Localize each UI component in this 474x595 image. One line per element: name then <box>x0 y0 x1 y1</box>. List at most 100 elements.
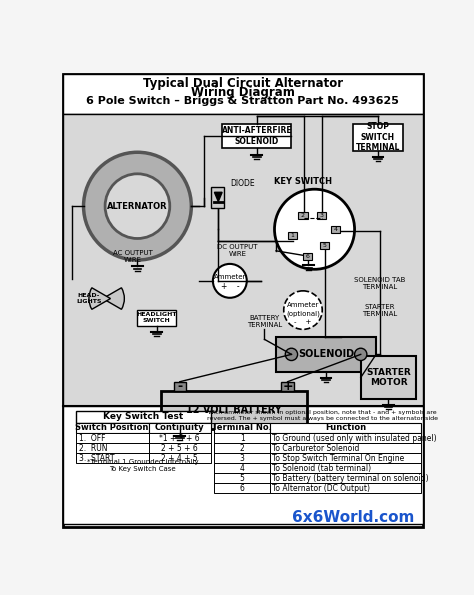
Bar <box>210 187 225 208</box>
Text: 6: 6 <box>240 484 245 493</box>
Bar <box>298 212 308 219</box>
Text: With ammeter shown in optional position, note that - and + symbols are: With ammeter shown in optional position,… <box>208 410 437 415</box>
Bar <box>76 433 149 443</box>
Text: To Stop Switch Terminal On Engine: To Stop Switch Terminal On Engine <box>272 454 404 463</box>
Text: 4: 4 <box>333 227 337 232</box>
Text: 12 VOLT BATTERY: 12 VOLT BATTERY <box>186 405 282 415</box>
Bar <box>149 453 210 464</box>
Bar <box>214 453 270 464</box>
Text: Switch Position: Switch Position <box>75 424 149 433</box>
Wedge shape <box>89 288 110 309</box>
Text: ANTI-AFTERFIRE
SOLENOID: ANTI-AFTERFIRE SOLENOID <box>221 126 292 146</box>
Wedge shape <box>103 288 124 309</box>
Polygon shape <box>214 192 222 202</box>
Bar <box>214 464 270 474</box>
Bar <box>270 443 421 453</box>
Text: *Terminal 1 Grounded Internally
To Key Switch Case: *Terminal 1 Grounded Internally To Key S… <box>87 459 199 472</box>
Text: 3: 3 <box>319 213 323 218</box>
Text: *1 + 3 + 6: *1 + 3 + 6 <box>159 434 200 443</box>
Circle shape <box>83 152 191 260</box>
Circle shape <box>285 348 298 361</box>
Text: -    +: - + <box>294 319 312 325</box>
Text: (optional): (optional) <box>286 311 320 317</box>
Text: Key Switch Test: Key Switch Test <box>103 412 183 421</box>
Text: Function: Function <box>325 424 366 433</box>
Text: STARTER
MOTOR: STARTER MOTOR <box>366 368 411 387</box>
Bar <box>317 212 326 219</box>
Bar <box>270 433 421 443</box>
Text: 3: 3 <box>240 454 245 463</box>
Text: 2 + 4 + 5: 2 + 4 + 5 <box>162 454 198 463</box>
Text: 2 + 5 + 6: 2 + 5 + 6 <box>162 444 198 453</box>
Text: Ammeter: Ammeter <box>214 274 246 280</box>
Bar <box>282 382 294 391</box>
Text: 2: 2 <box>301 213 305 218</box>
Bar <box>288 232 297 239</box>
Text: Terminal No.: Terminal No. <box>212 424 272 433</box>
Bar <box>214 443 270 453</box>
Text: AC OUTPUT
WIRE: AC OUTPUT WIRE <box>113 250 153 263</box>
Bar <box>320 242 329 249</box>
Text: Wiring Diagram: Wiring Diagram <box>191 86 295 99</box>
Text: 1.  OFF: 1. OFF <box>79 434 105 443</box>
Text: 3.  START: 3. START <box>79 454 114 463</box>
Text: 1: 1 <box>290 233 294 238</box>
Text: DIODE: DIODE <box>230 178 255 187</box>
Text: Typical Dual Circuit Alternator: Typical Dual Circuit Alternator <box>143 77 343 90</box>
Bar <box>76 422 149 433</box>
Text: To Ground (used only with insulated panel): To Ground (used only with insulated pane… <box>272 434 437 443</box>
Bar <box>149 422 210 433</box>
Bar <box>331 226 340 233</box>
Text: 6: 6 <box>306 254 310 259</box>
Text: Continuity: Continuity <box>155 424 205 433</box>
Text: STOP
SWITCH
TERMINAL: STOP SWITCH TERMINAL <box>356 123 400 152</box>
Bar <box>270 464 421 474</box>
Circle shape <box>284 291 322 330</box>
Bar <box>214 483 270 493</box>
Text: To Alternator (DC Output): To Alternator (DC Output) <box>272 484 370 493</box>
Circle shape <box>105 174 170 239</box>
Text: 2.  RUN: 2. RUN <box>79 444 108 453</box>
Text: 6 Pole Switch – Briggs & Stratton Part No. 493625: 6 Pole Switch – Briggs & Stratton Part N… <box>86 96 400 107</box>
Bar <box>161 391 307 430</box>
Bar <box>214 433 270 443</box>
Text: ALTERNATOR: ALTERNATOR <box>107 202 168 211</box>
Circle shape <box>213 264 247 298</box>
Bar <box>63 406 423 524</box>
Text: 5: 5 <box>323 243 327 248</box>
Bar <box>137 310 176 325</box>
Text: STARTER
TERMINAL: STARTER TERMINAL <box>362 303 398 317</box>
Bar <box>173 382 186 391</box>
Text: To Solenoid (tab terminal): To Solenoid (tab terminal) <box>272 464 371 473</box>
Circle shape <box>274 189 355 270</box>
Bar <box>149 433 210 443</box>
Text: SOLENOID TAB
TERMINAL: SOLENOID TAB TERMINAL <box>354 277 406 290</box>
Bar <box>76 443 149 453</box>
Bar <box>149 443 210 453</box>
Bar <box>270 453 421 464</box>
Bar <box>270 483 421 493</box>
Bar <box>270 474 421 483</box>
Text: BATTERY
TERMINAL: BATTERY TERMINAL <box>247 315 282 328</box>
Bar <box>76 411 210 422</box>
Text: 5: 5 <box>240 474 245 483</box>
Bar <box>303 253 312 260</box>
Text: 2: 2 <box>240 444 245 453</box>
Bar <box>353 124 403 151</box>
Bar <box>63 74 423 114</box>
Bar <box>76 453 149 464</box>
Text: 4: 4 <box>240 464 245 473</box>
Text: HEADLIGHT
SWITCH: HEADLIGHT SWITCH <box>137 312 177 323</box>
Bar <box>63 114 423 406</box>
Bar <box>214 422 270 433</box>
Circle shape <box>355 348 367 361</box>
Text: To Battery (battery terminal on solenoid): To Battery (battery terminal on solenoid… <box>272 474 429 483</box>
Bar <box>214 474 270 483</box>
Text: KEY SWITCH: KEY SWITCH <box>274 177 332 186</box>
Text: +: + <box>283 380 293 393</box>
Text: 1: 1 <box>240 434 245 443</box>
Text: HEAD-
LIGHTS: HEAD- LIGHTS <box>76 293 102 304</box>
Text: 6x6World.com: 6x6World.com <box>292 511 414 525</box>
Text: reversed. The + symbol must always be connected to the alternator side: reversed. The + symbol must always be co… <box>207 416 438 421</box>
Bar <box>276 337 376 372</box>
